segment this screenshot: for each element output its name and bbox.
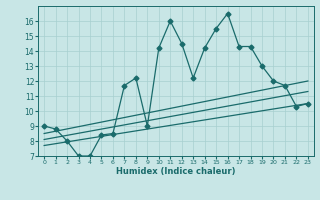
X-axis label: Humidex (Indice chaleur): Humidex (Indice chaleur): [116, 167, 236, 176]
